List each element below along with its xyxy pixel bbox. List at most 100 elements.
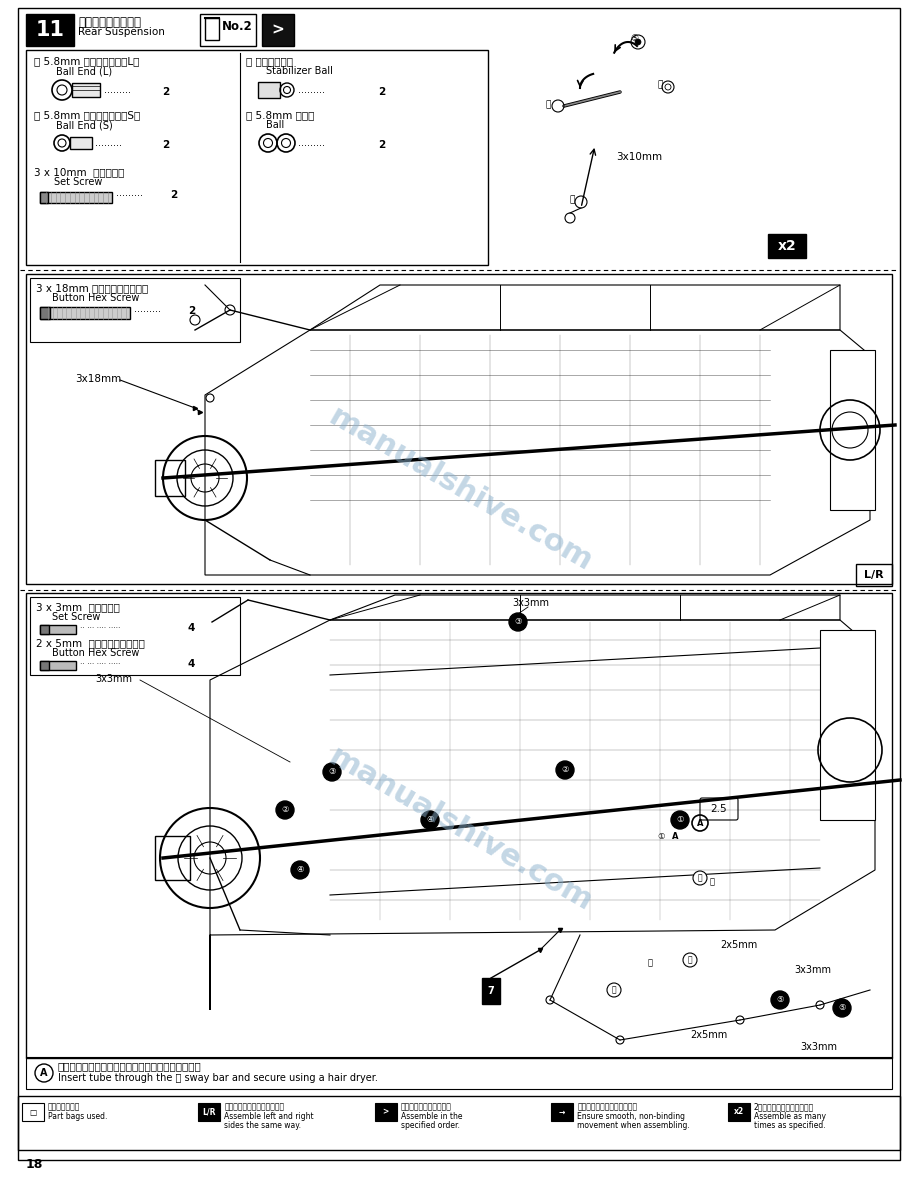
Circle shape: [693, 871, 707, 885]
Text: 3 x 10mm  セットビス: 3 x 10mm セットビス: [34, 168, 124, 177]
Text: ⑵: ⑵: [546, 100, 552, 109]
Text: ⑲: ⑲: [658, 80, 664, 89]
Bar: [40, 192, 48, 203]
Bar: [40, 661, 49, 670]
Text: 2: 2: [170, 190, 177, 200]
Text: 2: 2: [378, 87, 386, 97]
Circle shape: [833, 999, 851, 1017]
Text: 3x3mm: 3x3mm: [794, 965, 831, 975]
Bar: [856, 564, 892, 586]
Text: 3x3mm: 3x3mm: [95, 674, 132, 684]
Text: リヤサスペンション: リヤサスペンション: [78, 15, 141, 29]
Bar: [30, 278, 240, 342]
Text: 2: 2: [378, 140, 386, 150]
Bar: [40, 192, 112, 203]
Text: ⑵: ⑵: [698, 873, 702, 883]
Text: ·········: ·········: [298, 141, 325, 151]
Text: 4: 4: [188, 623, 196, 633]
Text: Insert tube through the ⑶ sway bar and secure using a hair dryer.: Insert tube through the ⑶ sway bar and s…: [58, 1073, 378, 1083]
Text: 2.5: 2.5: [711, 804, 727, 814]
Text: ⑶: ⑶: [611, 986, 616, 994]
Bar: [40, 661, 76, 670]
Bar: [482, 978, 500, 1004]
Bar: [768, 234, 806, 258]
Text: 2x5mm: 2x5mm: [690, 1030, 727, 1040]
Circle shape: [509, 613, 527, 631]
Text: ③: ③: [329, 767, 336, 777]
Circle shape: [556, 762, 574, 779]
Text: times as specified.: times as specified.: [754, 1121, 825, 1130]
Text: L/R: L/R: [203, 1107, 216, 1117]
Text: Assemble as many: Assemble as many: [754, 1112, 825, 1121]
Text: ⑶: ⑶: [648, 958, 653, 967]
Circle shape: [276, 801, 294, 819]
Text: 3x3mm: 3x3mm: [512, 598, 549, 608]
Bar: [40, 625, 76, 634]
Text: ·········: ·········: [104, 88, 131, 97]
Text: Ensure smooth, non-binding: Ensure smooth, non-binding: [577, 1112, 685, 1121]
Text: 11: 11: [36, 20, 64, 40]
Text: ①: ①: [657, 832, 665, 841]
Text: A: A: [40, 1068, 48, 1078]
Bar: [40, 307, 50, 320]
FancyBboxPatch shape: [700, 798, 738, 820]
Circle shape: [421, 811, 439, 829]
Text: 18: 18: [26, 1158, 43, 1171]
Text: A: A: [697, 819, 703, 828]
Bar: [26, 274, 892, 584]
Text: ⑴ 5.8mm ボールエンド（S）: ⑴ 5.8mm ボールエンド（S）: [34, 110, 140, 120]
Text: Set Screw: Set Screw: [54, 177, 103, 187]
Text: ·········: ·········: [298, 88, 325, 97]
Text: ⑤: ⑤: [838, 1004, 845, 1012]
Text: Part bags used.: Part bags used.: [48, 1112, 107, 1121]
Bar: [258, 82, 280, 97]
Text: ⑵: ⑵: [710, 877, 715, 886]
Bar: [26, 1057, 892, 1089]
Bar: [830, 350, 875, 510]
Bar: [72, 83, 100, 97]
Text: specified order.: specified order.: [401, 1121, 460, 1130]
Text: ·· ··· ···· ·····: ·· ··· ···· ·····: [80, 624, 120, 633]
Text: L/R: L/R: [864, 570, 884, 580]
Text: movement when assembling.: movement when assembling.: [577, 1121, 690, 1130]
Circle shape: [635, 39, 641, 45]
Text: →: →: [559, 1107, 565, 1117]
Bar: [728, 1102, 750, 1121]
Text: 3x3mm: 3x3mm: [800, 1042, 837, 1053]
Bar: [26, 14, 74, 46]
Text: 2: 2: [162, 140, 169, 150]
Text: ⑵ 5.8mm ボールエンド（L）: ⑵ 5.8mm ボールエンド（L）: [34, 56, 140, 67]
Text: Ball: Ball: [266, 120, 285, 129]
Bar: [26, 593, 892, 1059]
Text: 可動するように組み立てる。: 可動するように組み立てる。: [577, 1102, 637, 1111]
Text: ②: ②: [281, 805, 289, 815]
Text: ②: ②: [561, 765, 569, 775]
Bar: [30, 598, 240, 675]
Circle shape: [323, 763, 341, 781]
Text: ④: ④: [297, 866, 304, 874]
Text: 左右同じように組み立てる。: 左右同じように組み立てる。: [224, 1102, 285, 1111]
Text: Assemble in the: Assemble in the: [401, 1112, 463, 1121]
Text: ·· ··· ···· ·····: ·· ··· ···· ·····: [80, 661, 120, 669]
Text: Ball End (L): Ball End (L): [56, 67, 112, 76]
Text: sides the same way.: sides the same way.: [224, 1121, 301, 1130]
Text: 2: 2: [188, 307, 196, 316]
Circle shape: [206, 394, 214, 402]
Text: ·········: ·········: [134, 307, 161, 317]
Text: Set Screw: Set Screw: [52, 612, 100, 623]
Text: Button Hex Screw: Button Hex Screw: [52, 647, 140, 658]
Text: ⑶: ⑶: [688, 955, 692, 965]
Text: ④: ④: [426, 815, 433, 824]
Text: Assemble left and right: Assemble left and right: [224, 1112, 314, 1121]
Bar: [18, 1097, 900, 1150]
Circle shape: [683, 953, 697, 967]
Text: Stabilizer Ball: Stabilizer Ball: [266, 67, 333, 76]
Circle shape: [291, 861, 309, 879]
Text: manualshive.com: manualshive.com: [323, 403, 597, 577]
Bar: [375, 1102, 397, 1121]
Text: >: >: [272, 23, 285, 38]
Text: ③: ③: [514, 618, 521, 626]
Bar: [200, 14, 256, 46]
Text: 使用する袋誘。: 使用する袋誘。: [48, 1102, 81, 1111]
Text: 7: 7: [487, 986, 495, 996]
